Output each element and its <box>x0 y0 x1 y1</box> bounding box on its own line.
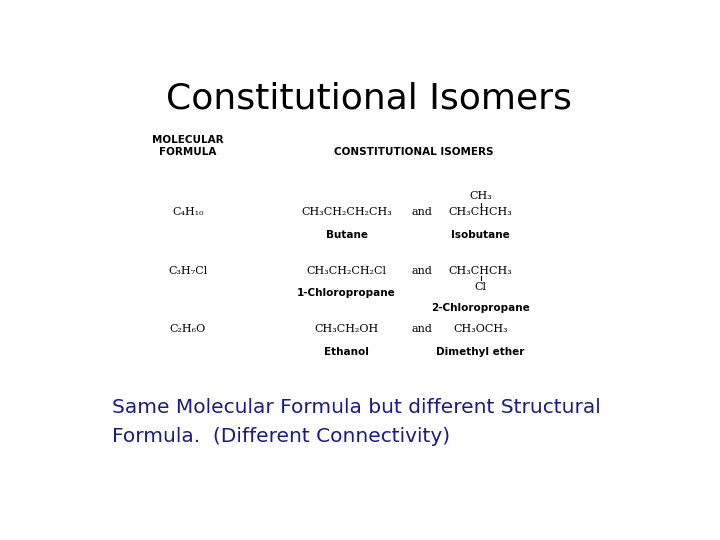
Text: CH₃CH₂CH₂CH₃: CH₃CH₂CH₂CH₃ <box>301 207 392 218</box>
Text: Butane: Butane <box>325 230 368 240</box>
Text: Constitutional Isomers: Constitutional Isomers <box>166 81 572 115</box>
Text: CH₃OCH₃: CH₃OCH₃ <box>454 324 508 334</box>
Text: Cl: Cl <box>474 282 487 292</box>
Text: CH₃CH₂OH: CH₃CH₂OH <box>315 324 379 334</box>
Text: MOLECULAR
FORMULA: MOLECULAR FORMULA <box>152 134 223 157</box>
Text: C₃H₇Cl: C₃H₇Cl <box>168 266 207 275</box>
Text: CH₃: CH₃ <box>469 191 492 201</box>
Text: 1-Chloropropane: 1-Chloropropane <box>297 288 396 299</box>
Text: Ethanol: Ethanol <box>324 347 369 357</box>
Text: CONSTITUTIONAL ISOMERS: CONSTITUTIONAL ISOMERS <box>334 147 493 157</box>
Text: C₄H₁₀: C₄H₁₀ <box>172 207 203 218</box>
Text: CH₃CHCH₃: CH₃CHCH₃ <box>449 266 513 275</box>
Text: and: and <box>412 324 433 334</box>
Text: Dimethyl ether: Dimethyl ether <box>436 347 525 357</box>
Text: and: and <box>412 266 433 275</box>
Text: and: and <box>412 207 433 218</box>
Text: CH₃CHCH₃: CH₃CHCH₃ <box>449 207 513 218</box>
Text: CH₃CH₂CH₂Cl: CH₃CH₂CH₂Cl <box>307 266 387 275</box>
Text: Isobutane: Isobutane <box>451 230 510 240</box>
Text: C₂H₆O: C₂H₆O <box>169 324 206 334</box>
Text: 2-Chloropropane: 2-Chloropropane <box>431 303 530 313</box>
Text: Formula.  (Different Connectivity): Formula. (Different Connectivity) <box>112 428 451 447</box>
Text: Same Molecular Formula but different Structural: Same Molecular Formula but different Str… <box>112 399 601 417</box>
